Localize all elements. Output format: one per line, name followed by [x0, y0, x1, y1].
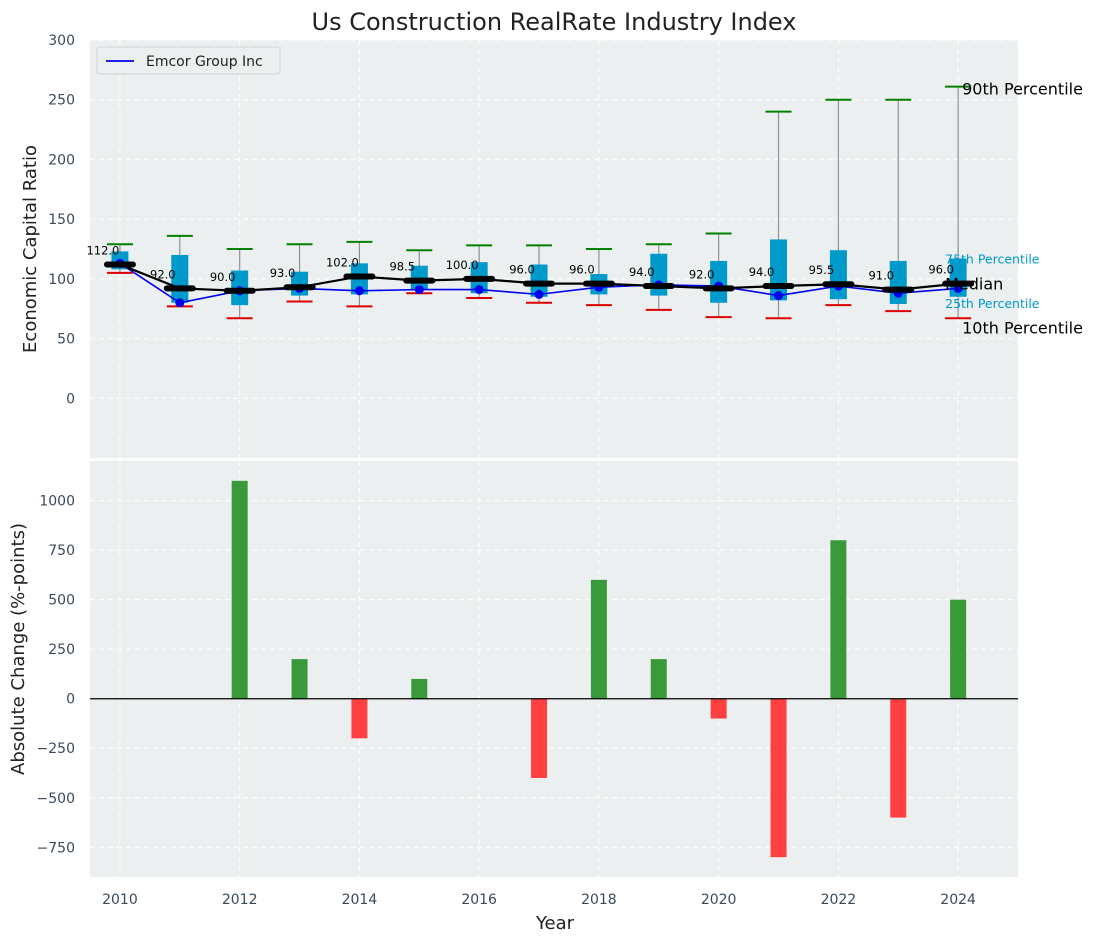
top-y-tick-label: 100 [48, 272, 75, 288]
change-bar [770, 698, 787, 858]
chart-title: Us Construction RealRate Industry Index [312, 8, 797, 36]
median-value-label: 94.0 [629, 265, 655, 279]
bottom-y-tick-label: 750 [48, 543, 75, 559]
change-bar [890, 698, 907, 818]
company-point [534, 289, 544, 299]
bottom-y-tick-label: 500 [48, 593, 75, 609]
bottom-plot-area [90, 461, 1018, 877]
change-bar [650, 659, 667, 699]
change-bar [411, 678, 428, 699]
median-value-label: 92.0 [689, 267, 715, 281]
change-bar [710, 698, 727, 719]
x-tick-label: 2018 [581, 892, 617, 908]
median-value-label: 90.0 [210, 270, 236, 284]
x-tick-label: 2014 [342, 892, 378, 908]
bottom-y-ticks: −750 −500 −250 0 250 500 750 1000 [37, 494, 75, 857]
annotation-p25: 25th Percentile [945, 296, 1040, 311]
top-y-tick-label: 200 [48, 152, 75, 168]
legend-entry: Emcor Group Inc [146, 54, 263, 70]
median-value-label: 95.5 [809, 263, 835, 277]
annotation-p75: 75th Percentile [945, 252, 1040, 267]
bottom-y-axis-label: Absolute Change (%-points) [8, 523, 29, 775]
median-value-label: 92.0 [150, 267, 176, 281]
bottom-y-tick-label: −750 [37, 840, 75, 856]
change-bar [231, 480, 248, 699]
company-point [175, 298, 185, 308]
bottom-y-tick-label: −250 [37, 741, 75, 757]
bottom-y-tick-label: 250 [48, 642, 75, 658]
median-value-label: 93.0 [270, 266, 296, 280]
company-point [474, 285, 484, 295]
change-bar [351, 698, 368, 739]
median-value-label: 102.0 [326, 255, 359, 269]
median-value-label: 91.0 [868, 269, 894, 283]
legend: Emcor Group Inc [96, 46, 281, 75]
change-bar [531, 698, 548, 778]
top-y-tick-label: 0 [66, 391, 75, 407]
change-bar [830, 540, 847, 699]
change-bar [590, 579, 607, 699]
top-panel: 0 50 100 150 200 250 300 112.0 92.0 90.0 93.0 102.… [20, 33, 1083, 458]
median-value-label: 94.0 [749, 265, 775, 279]
annotation-median: Median [945, 275, 1003, 294]
top-y-axis-label: Economic Capital Ratio [20, 145, 41, 353]
median-value-label: 96.0 [569, 263, 595, 277]
x-tick-label: 2022 [821, 892, 857, 908]
company-point [354, 286, 364, 296]
x-ticks: 2010 2012 2014 2016 2018 2020 2022 2024 [102, 892, 976, 908]
x-tick-label: 2012 [222, 892, 258, 908]
bars [90, 480, 1018, 858]
median-value-label: 96.0 [509, 263, 535, 277]
top-y-tick-label: 300 [48, 33, 75, 49]
change-bar [291, 659, 308, 699]
percentile-annotations: 90th Percentile 75th Percentile Median 25th… [945, 80, 1083, 338]
annotation-p10: 10th Percentile [962, 318, 1083, 337]
series-lines [103, 258, 975, 308]
bottom-y-tick-label: 0 [66, 692, 75, 708]
median-value-label: 96.0 [928, 263, 954, 277]
x-tick-label: 2024 [940, 892, 976, 908]
bottom-y-tick-label: 1000 [39, 494, 75, 510]
top-y-tick-label: 250 [48, 93, 75, 109]
x-axis-label: Year [535, 913, 575, 934]
legend-box [96, 46, 281, 75]
annotation-p90: 90th Percentile [962, 80, 1083, 99]
median-value-label: 100.0 [446, 258, 479, 272]
company-point [774, 291, 784, 301]
top-y-ticks: 0 50 100 150 200 250 300 [48, 33, 75, 407]
x-tick-label: 2020 [701, 892, 737, 908]
top-y-tick-label: 150 [48, 212, 75, 228]
median-value-label: 98.5 [389, 260, 415, 274]
top-y-tick-label: 50 [57, 332, 75, 348]
x-tick-label: 2010 [102, 892, 138, 908]
x-tick-label: 2016 [461, 892, 497, 908]
bottom-y-tick-label: −500 [37, 791, 75, 807]
median-value-label: 112.0 [86, 244, 119, 258]
change-bar [950, 599, 967, 699]
company-point [414, 285, 424, 295]
median-labels: 112.0 92.0 90.0 93.0 102.0 98.5 100.0 96.0 96.0 9… [86, 244, 953, 284]
